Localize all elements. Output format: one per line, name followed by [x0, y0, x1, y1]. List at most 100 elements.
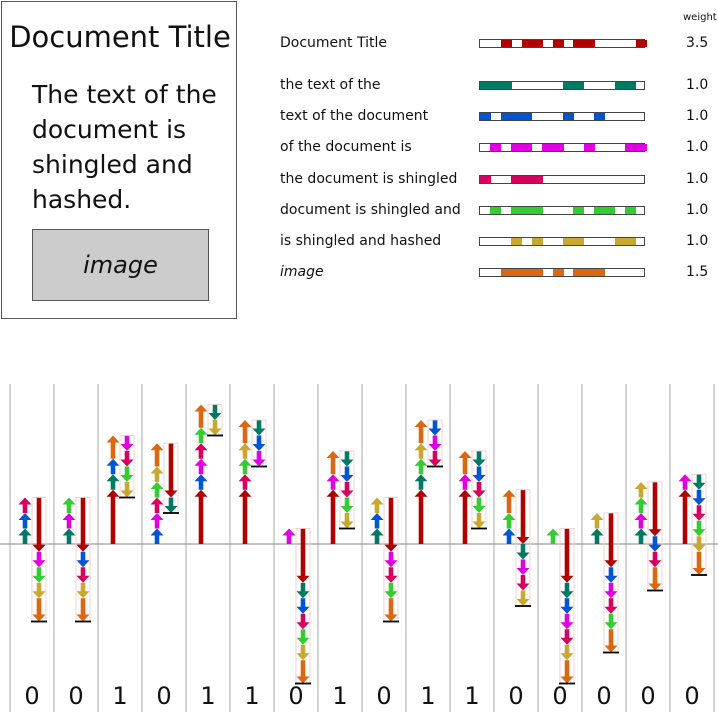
hash-bit-bar — [479, 268, 645, 277]
hash-bit-set — [511, 269, 522, 276]
bit-column — [414, 419, 443, 544]
bit-column — [502, 489, 531, 607]
document-image-placeholder: image — [32, 229, 209, 301]
down-arrow — [648, 567, 662, 591]
down-arrow — [296, 528, 310, 583]
up-arrow — [194, 404, 208, 428]
fingerprint-bit: 0 — [552, 682, 567, 710]
up-arrow — [62, 513, 76, 529]
hash-bit-set — [594, 113, 605, 120]
down-arrow — [384, 598, 398, 622]
hash-bit-set — [500, 269, 512, 276]
shingle-label: document is shingled and — [280, 202, 461, 218]
shingle-weight: 1.0 — [686, 171, 709, 187]
up-arrow — [150, 528, 164, 544]
down-arrow — [604, 567, 618, 583]
down-arrow — [560, 528, 574, 583]
up-arrow — [238, 474, 252, 490]
down-arrow — [560, 644, 574, 661]
shingle-label: is shingled and hashed — [280, 233, 442, 249]
fingerprint-bit: 0 — [684, 682, 699, 710]
hash-bit-set — [625, 82, 637, 89]
down-arrow — [32, 582, 46, 599]
hash-bit-set — [480, 82, 491, 89]
bit-column — [282, 528, 311, 685]
up-arrow — [106, 474, 120, 490]
up-arrow — [326, 489, 340, 544]
shingle-weight: 1.0 — [686, 108, 709, 124]
hash-bit-set — [573, 269, 585, 276]
down-arrow — [516, 544, 530, 560]
fingerprint-bit: 1 — [112, 682, 127, 710]
up-arrow — [238, 443, 252, 459]
up-arrow — [194, 458, 208, 475]
up-arrow — [634, 513, 648, 529]
hash-bit-set — [511, 176, 522, 183]
down-arrow — [340, 513, 354, 529]
hash-bit-set — [614, 82, 626, 89]
down-arrow — [560, 598, 574, 614]
hash-bit-set — [604, 207, 616, 214]
hash-bit-set — [500, 113, 512, 120]
bit-column — [546, 528, 575, 685]
up-arrow — [414, 443, 428, 459]
fingerprint-bit: 1 — [332, 682, 347, 710]
hash-bit-set — [511, 113, 522, 120]
shingle-label: image — [280, 264, 324, 280]
down-arrow — [472, 497, 486, 513]
hash-bit-set — [511, 207, 522, 214]
down-arrow — [164, 497, 178, 513]
shingle-label: text of the document — [280, 108, 429, 124]
up-arrow — [502, 528, 516, 544]
hash-bit-set — [625, 207, 637, 214]
down-arrow — [472, 451, 486, 467]
down-arrow — [120, 435, 134, 451]
fingerprint-bit: 0 — [156, 682, 171, 710]
hash-bit-set — [511, 144, 522, 151]
up-arrow — [502, 513, 516, 529]
bit-column — [678, 473, 707, 576]
hash-bit-set — [583, 144, 595, 151]
down-arrow — [604, 629, 618, 653]
hash-bit-set — [563, 238, 574, 245]
down-arrow — [560, 582, 574, 599]
hash-bit-set — [563, 82, 574, 89]
down-arrow — [252, 435, 266, 451]
down-arrow — [560, 613, 574, 630]
hash-bit-set — [635, 40, 647, 47]
up-arrow — [414, 458, 428, 475]
up-arrow — [282, 528, 296, 544]
down-arrow — [516, 575, 530, 591]
hash-bit-set — [552, 40, 564, 47]
up-arrow — [326, 451, 340, 475]
down-arrow — [472, 466, 486, 482]
up-arrow — [370, 513, 384, 529]
hash-bit-set — [583, 40, 595, 47]
bit-column — [634, 481, 663, 592]
up-arrow — [150, 443, 164, 467]
shingle-weight: 1.0 — [686, 233, 709, 249]
hash-bit-set — [531, 238, 543, 245]
down-arrow — [340, 466, 354, 482]
down-arrow — [76, 567, 90, 583]
fingerprint-bit: 0 — [640, 682, 655, 710]
down-arrow — [296, 598, 310, 614]
hash-bit-bar — [479, 81, 645, 90]
down-arrow — [208, 420, 222, 436]
shingle-weight: 1.0 — [686, 77, 709, 93]
fingerprint-bit: 1 — [420, 682, 435, 710]
up-arrow — [326, 474, 340, 490]
fingerprint-bit: 1 — [464, 682, 479, 710]
down-arrow — [296, 629, 310, 645]
up-arrow — [238, 420, 252, 444]
up-arrow — [238, 458, 252, 475]
down-arrow — [384, 582, 398, 599]
down-arrow — [76, 582, 90, 599]
up-arrow — [414, 489, 428, 544]
up-arrow — [194, 489, 208, 544]
up-arrow — [238, 489, 252, 544]
up-arrow — [458, 451, 472, 475]
weight-column-header: weight — [683, 12, 717, 23]
down-arrow — [296, 582, 310, 599]
